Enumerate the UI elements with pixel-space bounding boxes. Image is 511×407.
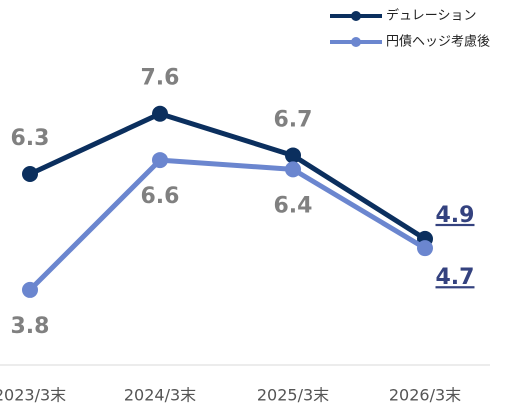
- data-label: 7.6: [141, 66, 180, 91]
- data-point: [285, 161, 301, 178]
- data-label: 6.3: [11, 126, 50, 151]
- data-label: 4.9: [436, 203, 475, 228]
- data-point: [22, 281, 38, 298]
- series-line: [28, 111, 427, 242]
- data-point: [417, 240, 433, 257]
- data-point: [285, 147, 301, 164]
- data-point: [152, 152, 168, 169]
- legend-label: デュレーション: [386, 8, 476, 24]
- legend-swatch-dot: [351, 11, 361, 21]
- data-label: 6.7: [274, 107, 313, 132]
- data-label: 6.4: [274, 193, 313, 218]
- data-point: [152, 105, 168, 122]
- data-point: [22, 166, 38, 182]
- x-tick-label: 2023/3末: [0, 386, 66, 405]
- x-tick-label: 2024/3末: [124, 386, 196, 405]
- data-label: 4.7: [436, 265, 475, 290]
- x-tick-label: 2025/3末: [257, 386, 329, 405]
- x-tick-label: 2026/3末: [389, 386, 461, 405]
- legend-label: 円債ヘッジ考慮後: [386, 35, 490, 50]
- series-line: [28, 157, 427, 292]
- data-label: 3.8: [11, 314, 50, 339]
- data-label: 6.6: [141, 184, 180, 209]
- legend-swatch-dot: [351, 37, 361, 47]
